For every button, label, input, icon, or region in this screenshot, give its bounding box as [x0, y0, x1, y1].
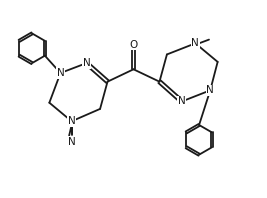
Text: methyl: methyl [69, 137, 74, 138]
Text: N: N [83, 58, 90, 68]
Text: N: N [191, 38, 199, 48]
Text: N: N [178, 96, 186, 107]
Text: N: N [68, 116, 76, 126]
Text: O: O [129, 40, 138, 50]
Text: N: N [68, 137, 76, 147]
Text: N: N [57, 68, 64, 78]
Text: N: N [206, 85, 214, 95]
